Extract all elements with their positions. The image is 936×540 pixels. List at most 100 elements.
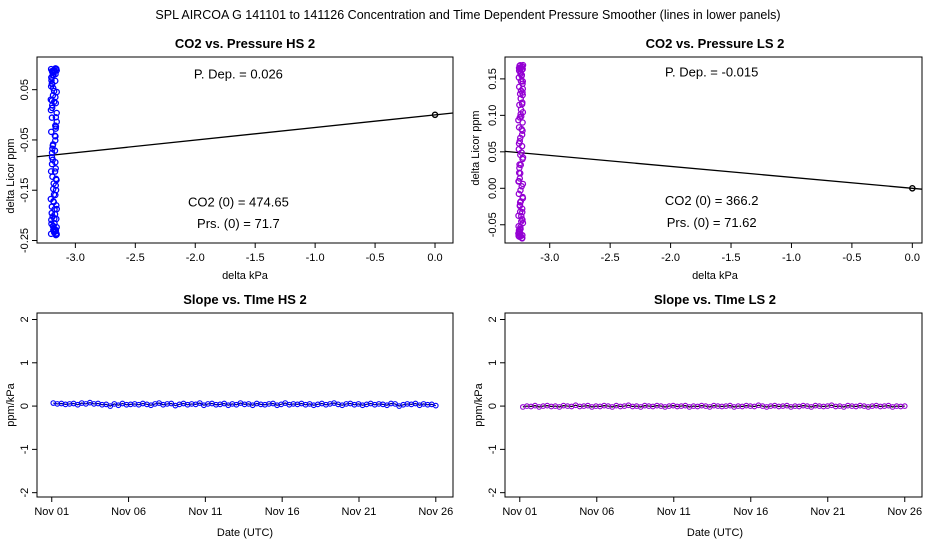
y-tick-label: 1 bbox=[487, 360, 499, 366]
data-point bbox=[49, 92, 57, 99]
y-tick-label: 0.05 bbox=[19, 79, 31, 100]
data-point bbox=[52, 165, 59, 172]
x-axis: -3.0 -2.5 -2.0 -1.5 -1.0 -0.5 0.0 bbox=[540, 243, 920, 264]
x-tick-label: 0.0 bbox=[905, 252, 920, 264]
series-line bbox=[522, 404, 905, 408]
y-axis: -2 -1 0 1 2 bbox=[487, 316, 505, 498]
data-point bbox=[47, 195, 55, 203]
data-point bbox=[53, 109, 60, 117]
x-tick-label: Nov 06 bbox=[111, 506, 146, 518]
panel-co2-vs-pressure-ls2: CO2 vs. Pressure LS 2 delta kPa delta Li… bbox=[470, 36, 923, 282]
x-tick-label: -0.5 bbox=[842, 252, 861, 264]
y-tick-label: -2 bbox=[487, 488, 499, 498]
data-point bbox=[515, 223, 522, 230]
data-point bbox=[52, 77, 59, 85]
panel-co2-vs-pressure-hs2: CO2 vs. Pressure HS 2 delta kPa delta Li… bbox=[5, 36, 454, 282]
data-point bbox=[517, 187, 524, 194]
data-point bbox=[519, 99, 526, 106]
x-tick-label: -0.5 bbox=[366, 252, 385, 264]
y-tick-label: -0.05 bbox=[19, 127, 31, 152]
data-point bbox=[516, 161, 523, 168]
plot-frame bbox=[504, 56, 923, 244]
y-tick-label: -0.05 bbox=[487, 212, 499, 237]
data-point bbox=[519, 219, 527, 227]
prs-zero-annotation: Prs. (0) = 71.7 bbox=[197, 216, 280, 231]
x-tick-label: Nov 01 bbox=[34, 506, 69, 518]
x-tick-label: -1.5 bbox=[722, 252, 741, 264]
data-point bbox=[51, 132, 59, 139]
data-point bbox=[901, 403, 908, 409]
data-point bbox=[47, 168, 55, 175]
plot-frame bbox=[504, 312, 923, 498]
x-tick-label: Nov 01 bbox=[502, 506, 537, 518]
x-axis: Nov 01 Nov 06 Nov 11 Nov 16 Nov 21 Nov 26 bbox=[34, 497, 453, 518]
y-tick-label: -0.15 bbox=[19, 178, 31, 203]
y-tick-label: 1 bbox=[19, 360, 31, 366]
data-point bbox=[48, 104, 56, 112]
data-point bbox=[516, 62, 523, 70]
x-tick-label: -3.0 bbox=[540, 252, 559, 264]
y-tick-label: 2 bbox=[19, 316, 31, 322]
x-axis-label: delta kPa bbox=[222, 270, 269, 282]
data-point bbox=[48, 114, 56, 121]
y-tick-label: 2 bbox=[487, 316, 499, 322]
data-point bbox=[515, 190, 523, 198]
data-point bbox=[519, 193, 526, 201]
co2-zero-annotation: CO2 (0) = 474.65 bbox=[188, 194, 289, 209]
y-axis-label: ppm/kPa bbox=[473, 382, 485, 426]
panel-title: CO2 vs. Pressure LS 2 bbox=[646, 36, 785, 51]
data-point bbox=[51, 168, 59, 175]
panel-slope-vs-time-ls2: Slope vs. TIme LS 2 Date (UTC) ppm/kPa N… bbox=[473, 292, 923, 539]
x-tick-label: Nov 21 bbox=[810, 506, 845, 518]
p-dep-annotation: P. Dep. = -0.015 bbox=[665, 65, 758, 80]
x-tick-label: Nov 21 bbox=[342, 506, 377, 518]
y-axis-label: ppm/kPa bbox=[5, 382, 17, 426]
x-tick-label: -2.0 bbox=[186, 252, 205, 264]
data-point bbox=[516, 201, 524, 209]
origin-point bbox=[431, 111, 439, 119]
data-point bbox=[49, 145, 56, 152]
panel-title: Slope vs. TIme HS 2 bbox=[183, 292, 307, 307]
data-point bbox=[48, 154, 56, 161]
x-tick-label: Nov 26 bbox=[887, 506, 922, 518]
y-tick-label: 0.05 bbox=[487, 141, 499, 162]
data-point bbox=[53, 205, 61, 213]
x-tick-label: -1.0 bbox=[782, 252, 801, 264]
y-tick-label: 0.15 bbox=[487, 68, 499, 89]
data-point bbox=[519, 63, 526, 70]
data-point bbox=[50, 87, 58, 95]
data-point bbox=[515, 178, 522, 185]
x-tick-label: Nov 11 bbox=[657, 506, 691, 518]
x-tick-label: Nov 16 bbox=[733, 506, 768, 518]
panel-slope-vs-time-hs2: Slope vs. TIme HS 2 Date (UTC) ppm/kPa N… bbox=[5, 292, 454, 539]
data-point bbox=[47, 128, 55, 136]
x-axis-label: Date (UTC) bbox=[687, 527, 743, 539]
x-axis: -3.0 -2.5 -2.0 -1.5 -1.0 -0.5 0.0 bbox=[66, 243, 443, 264]
x-tick-label: 0.0 bbox=[427, 252, 442, 264]
fit-line bbox=[504, 150, 923, 190]
x-tick-label: Nov 26 bbox=[418, 506, 453, 518]
data-point bbox=[519, 216, 526, 224]
y-tick-label: -2 bbox=[19, 488, 31, 498]
y-axis: -0.05 0.00 0.05 0.10 0.15 bbox=[487, 68, 505, 237]
x-tick-label: -2.0 bbox=[661, 252, 680, 264]
data-point bbox=[52, 122, 59, 129]
fit-line bbox=[36, 112, 454, 158]
plot-frame bbox=[36, 56, 454, 244]
y-axis: -0.25 -0.15 -0.05 0.05 bbox=[19, 79, 37, 253]
y-tick-label: 0.10 bbox=[487, 105, 499, 126]
data-point bbox=[48, 220, 55, 228]
x-tick-label: -1.0 bbox=[306, 252, 325, 264]
co2-zero-annotation: CO2 (0) = 366.2 bbox=[665, 193, 759, 208]
data-point bbox=[516, 134, 524, 142]
y-tick-label: -1 bbox=[487, 444, 499, 454]
y-tick-label: 0.00 bbox=[487, 178, 499, 199]
data-point bbox=[52, 114, 60, 121]
y-tick-label: -0.25 bbox=[19, 228, 31, 253]
figure-suptitle: SPL AIRCOA G 141101 to 141126 Concentrat… bbox=[155, 8, 780, 22]
x-tick-label: -1.5 bbox=[246, 252, 265, 264]
x-tick-label: -3.0 bbox=[66, 252, 85, 264]
x-tick-label: Nov 06 bbox=[579, 506, 614, 518]
data-point bbox=[432, 402, 439, 409]
